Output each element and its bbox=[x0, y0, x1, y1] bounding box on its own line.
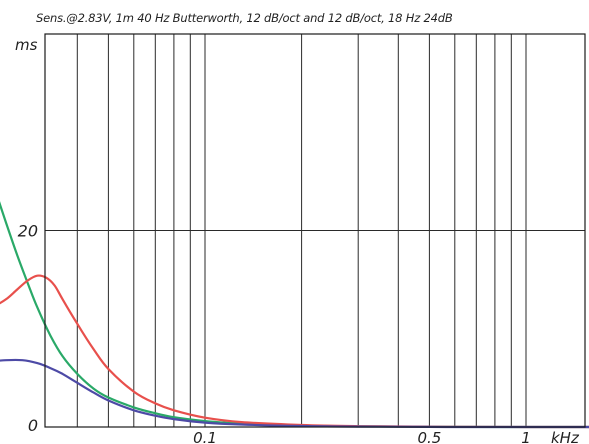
y-tick-label-0: 0 bbox=[28, 416, 38, 435]
y-axis-unit-label: ms bbox=[15, 36, 38, 54]
plot-frame bbox=[44, 33, 586, 428]
x-tick-label-3: 1 bbox=[521, 429, 531, 444]
chart-title: Sens.@2.83V, 1m 40 Hz Butterworth, 12 dB… bbox=[36, 11, 453, 25]
grid bbox=[45, 34, 585, 427]
x-tick-label-1: 0.1 bbox=[193, 429, 217, 444]
x-tick-label-2: 0.5 bbox=[417, 429, 441, 444]
x-axis-unit-label: kHz bbox=[551, 429, 580, 444]
y-tick-label-1: 20 bbox=[18, 222, 38, 241]
